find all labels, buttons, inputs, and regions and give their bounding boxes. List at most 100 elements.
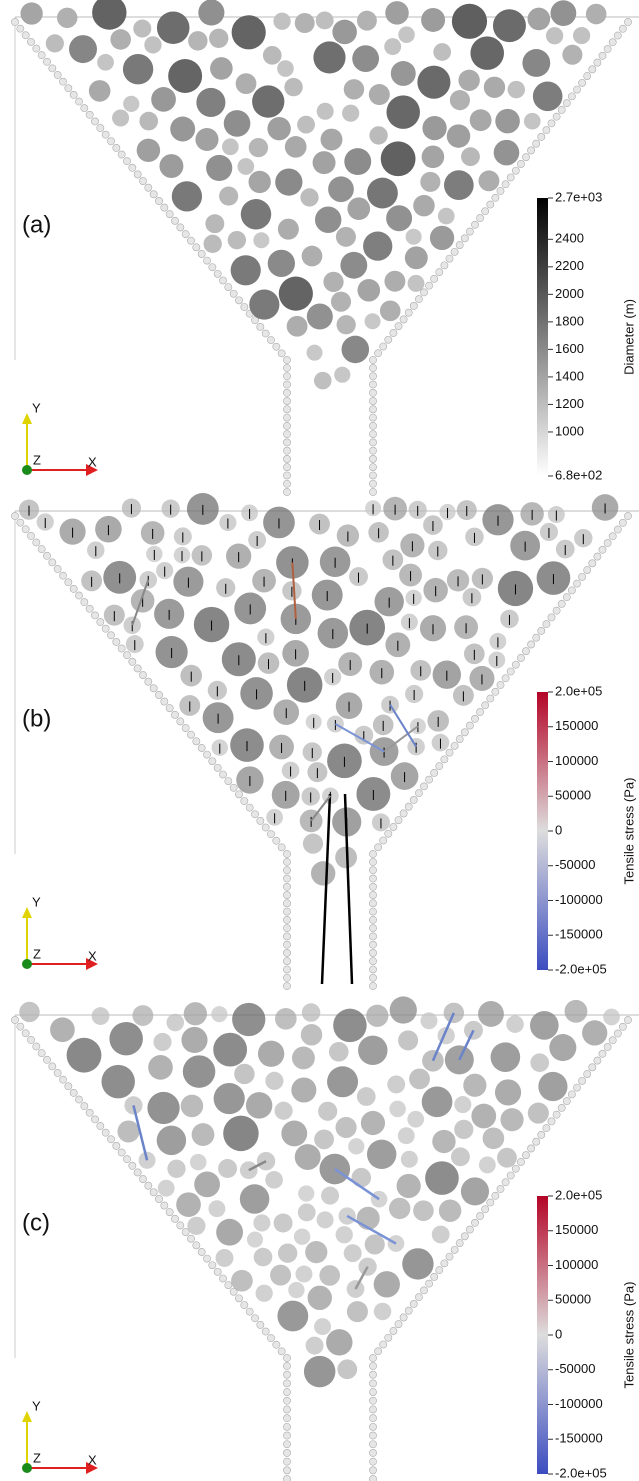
wall-bead [532,139,541,148]
colorbar-tick-label: 2.0e+05 [555,1187,602,1202]
particle [369,126,388,145]
wall-bead [598,545,607,554]
wall-bead [394,816,403,825]
particle [277,60,294,77]
wall-bead [149,684,158,693]
wall-bead [117,150,126,159]
wall-bead [547,119,556,128]
particle [340,251,368,279]
wall-bead [511,660,520,669]
particle [582,1020,608,1046]
wall-bead [369,1388,377,1396]
colorbar-tick-label: 2200 [555,258,584,273]
wall-bead [471,220,479,229]
wall-bead [501,1178,510,1187]
wall-bead [283,973,291,982]
wall-bead [476,1212,484,1220]
wall-bead [440,755,449,764]
particle [364,313,381,330]
particle [136,138,161,163]
particle [444,170,474,200]
wall-bead [486,200,495,209]
bond [389,704,417,748]
particle [284,136,307,158]
wall-bead [277,843,286,852]
particle [298,1185,315,1202]
wall-bead [165,704,174,713]
particle [379,300,401,322]
wall-bead [144,677,153,686]
axis-z-label: Z [33,946,41,961]
wall-bead [69,91,78,99]
wall-bead [435,762,444,771]
wall-bead [445,254,454,263]
wall-bead [16,24,25,33]
wall-bead [11,1016,19,1024]
wall-bead [283,866,291,875]
particle [420,171,441,192]
wall-bead [465,1225,474,1234]
axis-y-label: Y [32,894,41,909]
axis-x-label: X [88,454,97,469]
wall-bead [598,51,607,60]
particle [291,1046,315,1070]
particle [151,87,176,112]
wall-bead [409,302,418,310]
wall-bead [16,1022,25,1031]
wall-bead [101,624,110,633]
particle [407,274,425,292]
wall-bead [224,777,233,785]
particle [330,291,352,312]
particle [189,1153,207,1171]
wall-bead [430,274,439,283]
wall-bead [491,193,500,202]
colorbar-tick-label: 100000 [555,753,598,768]
wall-bead [537,1131,546,1139]
wall-bead [139,671,147,679]
particle [265,1071,284,1090]
wall-bead [197,250,206,258]
particle [273,12,291,30]
particle [336,315,356,335]
wall-bead [283,1379,291,1388]
wall-bead [197,744,206,752]
wall-bead [272,342,281,351]
colorbar-tick-label: 1200 [555,396,584,411]
wall-bead [588,65,597,74]
wall-bead [75,1095,83,1104]
wall-bead [267,336,275,345]
wall-bead [208,263,217,272]
particle [527,7,551,31]
colorbar-tick-label: -100000 [555,892,603,907]
particle [323,271,344,292]
wall-bead [208,1261,217,1270]
axis-z-label: Z [33,1450,41,1465]
particle [450,1147,470,1167]
particle [88,80,111,102]
particle [332,19,357,45]
wall-bead [283,899,291,908]
wall-bead [481,701,490,710]
particle [303,1355,336,1388]
particle [388,1197,411,1220]
particle [221,138,239,156]
wall-bead [43,1055,51,1064]
wall-bead [568,586,576,595]
particle [490,1042,521,1072]
particle [333,1008,367,1043]
particle [215,1249,234,1267]
colorbar-tick-label: 1000 [555,423,584,438]
wall-bead [261,823,270,832]
wall-bead [369,1431,377,1440]
wall-bead [272,836,281,845]
particle [364,1234,385,1255]
wall-bead [527,146,535,155]
particle [384,270,406,292]
wall-bead [229,1287,238,1296]
wall-bead [369,874,377,883]
wall-bead [165,210,174,219]
wall-bead [261,1327,270,1336]
particle [295,1265,313,1283]
particle [405,228,422,245]
wall-bead [203,1254,211,1263]
